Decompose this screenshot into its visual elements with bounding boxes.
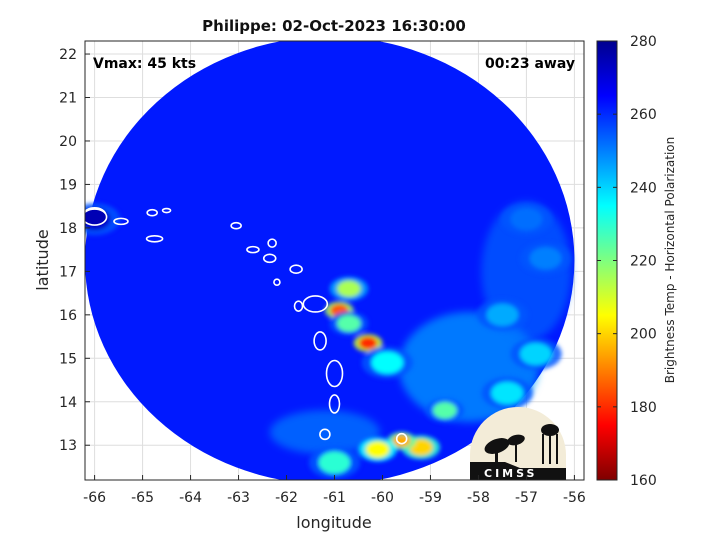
x-tick-label: -62 <box>275 490 298 506</box>
cimss-logo: CIMSS <box>470 407 566 480</box>
island-outline <box>395 432 408 445</box>
x-tick-label: -64 <box>179 490 202 506</box>
y-tick-label: 14 <box>59 395 77 411</box>
y-tick-label: 18 <box>59 221 77 237</box>
island-outline <box>319 428 331 441</box>
colorbar-tick-label: 180 <box>630 400 657 416</box>
cell-core <box>359 336 378 350</box>
x-tick-label: -60 <box>371 490 394 506</box>
island-outline <box>293 300 304 312</box>
y-tick-label: 13 <box>59 438 77 454</box>
cell-core <box>432 402 457 419</box>
x-tick-label: -58 <box>467 490 490 506</box>
island-outline <box>146 208 158 217</box>
colorbar-tick-label: 240 <box>630 180 657 196</box>
time-away-annotation: 00:23 away <box>485 56 575 72</box>
x-tick-label: -57 <box>515 490 538 506</box>
island-outline <box>246 245 260 254</box>
colorbar-tick-label: 220 <box>630 254 657 270</box>
x-tick-label: -61 <box>323 490 346 506</box>
cell-core <box>529 247 562 270</box>
island-outline <box>302 295 329 313</box>
colorbar-label: Brightness Temp - Horizontal Polarizatio… <box>663 137 677 384</box>
island-outline <box>325 359 344 388</box>
x-ticks: -66 -65 -64 -63 -62 -61 -60 -59 -58 -57 -56 <box>83 475 586 506</box>
island-outline <box>273 278 281 287</box>
x-tick-label: -56 <box>563 490 586 506</box>
island-outline <box>328 394 341 414</box>
cell-core <box>365 441 390 458</box>
colorbar-tick-label: 260 <box>630 107 657 123</box>
cell-core <box>336 280 361 298</box>
island-outline <box>262 253 277 264</box>
island-outline <box>161 207 172 214</box>
x-tick-label: -66 <box>83 490 106 506</box>
colorbar-tick-label: 280 <box>630 34 657 50</box>
y-tick-label: 22 <box>59 47 77 63</box>
swath-layer <box>85 41 575 480</box>
island-outline <box>230 221 242 230</box>
logo-text: CIMSS <box>484 467 537 480</box>
y-tick-label: 16 <box>59 308 77 324</box>
cell-core <box>371 351 404 374</box>
island-outline <box>267 238 277 248</box>
cell-core <box>336 315 361 332</box>
chart-title: Philippe: 02-Oct-2023 16:30:00 <box>202 17 466 35</box>
island-outline <box>289 264 303 274</box>
colorbar-tick-label: 200 <box>630 327 657 343</box>
y-tick-label: 17 <box>59 264 77 280</box>
cell-core <box>520 342 553 366</box>
y-tick-label: 15 <box>59 351 77 367</box>
colorbar-tick-label: 160 <box>630 473 657 489</box>
y-tick-label: 20 <box>59 134 77 150</box>
island-outline <box>113 217 129 226</box>
x-tick-label: -65 <box>131 490 154 506</box>
island-outline <box>313 331 327 351</box>
cell-core <box>486 303 519 327</box>
colorbar-ticks: 160 180 200 220 240 260 280 <box>597 34 657 489</box>
y-tick-label: 21 <box>59 91 77 107</box>
x-tick-label: -63 <box>227 490 250 506</box>
island-fill <box>85 208 108 226</box>
x-axis-label: longitude <box>296 513 371 532</box>
x-tick-label: -59 <box>419 490 442 506</box>
y-ticks: 13 14 15 16 17 18 19 20 21 22 <box>59 47 90 454</box>
vmax-annotation: Vmax: 45 kts <box>93 56 196 72</box>
island-outline <box>145 234 164 243</box>
cell-core <box>491 381 524 405</box>
cell-core <box>318 451 351 474</box>
coastlines <box>85 207 408 445</box>
cell-core <box>510 208 543 231</box>
y-tick-label: 19 <box>59 177 77 193</box>
rainband <box>269 410 380 455</box>
y-axis-label: latitude <box>33 229 52 290</box>
